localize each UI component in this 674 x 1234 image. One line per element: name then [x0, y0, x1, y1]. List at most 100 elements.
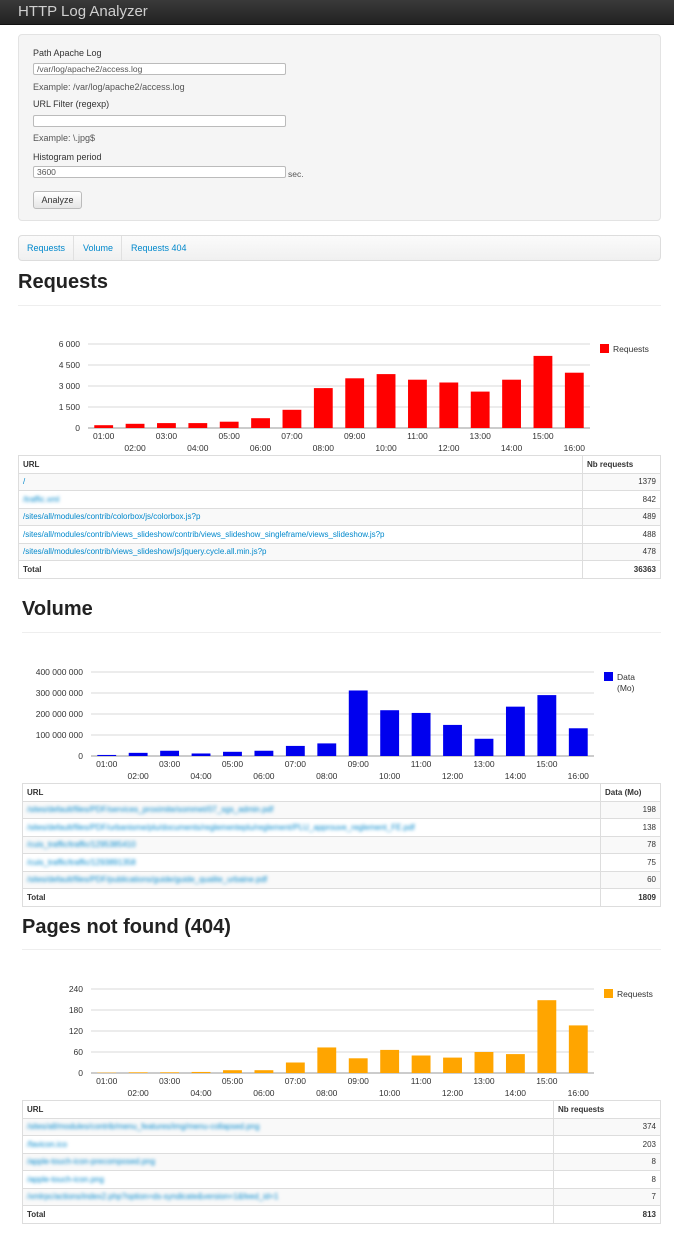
volume-divider — [22, 632, 661, 633]
bar — [533, 355, 553, 428]
col-url-header: URL — [22, 1100, 554, 1118]
x-tick-label: 10:00 — [379, 1088, 401, 1098]
legend-label: Data (Mo) — [617, 672, 635, 693]
app-title[interactable]: HTTP Log Analyzer — [18, 3, 148, 20]
bar — [408, 379, 427, 428]
x-tick-label: 15:00 — [536, 759, 558, 769]
url-link[interactable]: /sites/default/files/PDF/publications/gu… — [27, 875, 268, 885]
period-label: Histogram period — [33, 152, 102, 162]
y-tick-label: 0 — [78, 1068, 83, 1078]
bar — [564, 372, 584, 428]
x-tick-label: 11:00 — [407, 431, 428, 441]
url-cell: / — [18, 472, 583, 491]
value-cell: 478 — [582, 542, 661, 561]
x-tick-label: 14:00 — [505, 771, 527, 781]
value-cell: 60 — [600, 870, 661, 889]
bar — [474, 738, 494, 756]
url-cell: /traffic.xml — [18, 490, 583, 508]
value-cell: 75 — [600, 853, 661, 871]
url-link[interactable]: /sites/all/modules/contrib/menu_features… — [27, 1122, 260, 1132]
requests-chart: 0 1 500 3 000 4 500 6 000 01:00 02:00 03:00 04:0… — [59, 339, 649, 453]
url-link[interactable]: / — [23, 477, 26, 487]
y-tick-label: 240 — [69, 984, 83, 994]
bar — [285, 1062, 305, 1073]
url-link[interactable]: /favicon.ico — [27, 1139, 68, 1149]
x-tick-label: 01:00 — [96, 759, 118, 769]
url-link[interactable]: /sites/all/modules/contrib/colorbox/js/c… — [23, 512, 201, 522]
x-tick-label: 09:00 — [348, 1076, 370, 1086]
url-link[interactable]: /apple-touch-icon.png — [27, 1174, 104, 1184]
total-label: Total — [22, 1205, 554, 1223]
tab-volume[interactable]: Volume — [75, 236, 123, 260]
tab-requests[interactable]: Requests — [19, 236, 75, 260]
url-link[interactable]: /xmlrpc/actions/index2.php?option=ds-syn… — [27, 1192, 279, 1202]
y-tick-label: 6 000 — [59, 339, 81, 349]
bar — [470, 391, 490, 428]
url-link[interactable]: /cuis_traffic/traffic/1293891358 — [27, 857, 136, 867]
bar — [254, 1070, 274, 1073]
url-link[interactable]: /sites/all/modules/contrib/views_slidesh… — [23, 529, 385, 539]
url-cell: /cuis_traffic/traffic/1295385410 — [22, 835, 601, 854]
url-filter-example: Example: \.jpg$ — [33, 133, 96, 143]
col-url-header: URL — [22, 783, 601, 801]
log-path-input[interactable] — [33, 63, 286, 75]
table-row: /sites/all/modules/contrib/colorbox/js/c… — [18, 507, 661, 526]
table-row: /cuis_traffic/traffic/1295385410 78 — [22, 835, 661, 854]
bar — [443, 724, 462, 756]
bar — [128, 752, 148, 756]
table-row: /favicon.ico 203 — [22, 1135, 661, 1153]
x-tick-label: 10:00 — [375, 443, 397, 453]
url-filter-input[interactable] — [33, 115, 286, 127]
value-cell: 138 — [600, 818, 661, 836]
table-row: /xmlrpc/actions/index2.php?option=ds-syn… — [22, 1187, 661, 1206]
value-cell: 8 — [553, 1152, 661, 1171]
legend-swatch — [600, 344, 609, 353]
bar — [505, 706, 525, 756]
x-tick-label: 07:00 — [281, 431, 303, 441]
y-tick-label: 3 000 — [59, 381, 81, 391]
total-label: Total — [18, 560, 583, 578]
url-link[interactable]: /sites/default/files/PDF/services_proxim… — [27, 805, 274, 815]
bar — [502, 379, 521, 428]
x-tick-label: 06:00 — [250, 443, 272, 453]
col-value-header: Nb requests — [582, 455, 661, 473]
url-cell: /sites/all/modules/contrib/menu_features… — [22, 1117, 554, 1136]
bar — [251, 418, 270, 428]
x-tick-label: 03:00 — [159, 759, 181, 769]
url-link[interactable]: /apple-touch-icon-precomposed.png — [27, 1157, 156, 1167]
url-link[interactable]: /cuis_traffic/traffic/1295385410 — [27, 840, 136, 850]
url-link[interactable]: /sites/all/modules/contrib/views_slidesh… — [23, 547, 267, 557]
url-link[interactable]: /sites/default/files/PDF/urbanisme/plu/d… — [27, 822, 415, 832]
y-tick-label: 60 — [74, 1047, 84, 1057]
x-tick-label: 03:00 — [156, 431, 178, 441]
x-tick-label: 16:00 — [568, 1088, 590, 1098]
bar — [191, 1071, 211, 1073]
bar — [411, 712, 431, 756]
volume-chart: 0 100 000 000 200 000 000 300 000 000 400 00… — [36, 667, 636, 781]
x-tick-label: 16:00 — [564, 443, 586, 453]
y-tick-label: 100 000 000 — [36, 730, 84, 740]
table-row: /sites/default/files/PDF/services_proxim… — [22, 800, 661, 819]
value-cell: 842 — [582, 490, 661, 508]
y-tick-label: 1 500 — [59, 402, 81, 412]
bar — [376, 374, 396, 428]
total-label: Total — [22, 888, 601, 906]
tab-requests-404[interactable]: Requests 404 — [131, 243, 187, 253]
bar — [223, 1070, 242, 1073]
url-link[interactable]: /traffic.xml — [23, 494, 60, 504]
col-url-header: URL — [18, 455, 583, 473]
url-cell: /sites/all/modules/contrib/views_slidesh… — [18, 525, 583, 543]
y-tick-label: 4 500 — [59, 360, 81, 370]
period-input[interactable] — [33, 166, 286, 178]
bar — [505, 1054, 525, 1073]
bar — [348, 1058, 368, 1073]
y-tick-label: 300 000 000 — [36, 688, 84, 698]
bar — [160, 750, 180, 756]
notfound-divider — [22, 949, 661, 950]
x-tick-label: 01:00 — [93, 431, 115, 441]
value-cell: 198 — [600, 800, 661, 819]
x-tick-label: 02:00 — [128, 771, 150, 781]
url-cell: /sites/default/files/PDF/services_proxim… — [22, 800, 601, 819]
analyze-button[interactable]: Analyze — [33, 191, 82, 209]
x-tick-label: 12:00 — [442, 771, 464, 781]
